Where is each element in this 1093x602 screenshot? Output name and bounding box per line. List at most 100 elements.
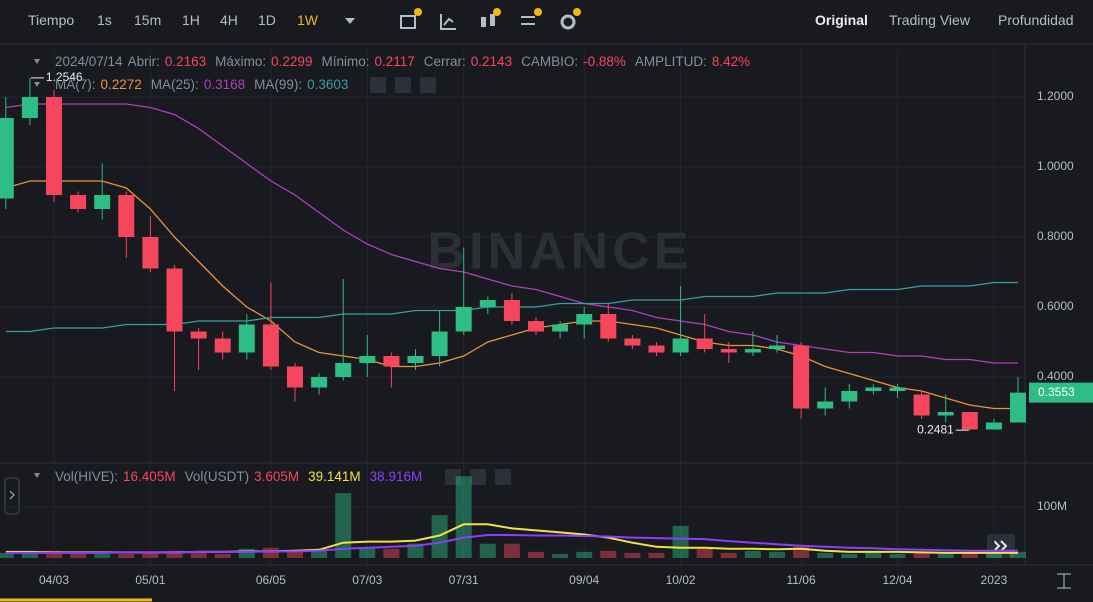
- x-tick-label: 11/06: [787, 573, 816, 587]
- volume-bar: [961, 552, 978, 558]
- eye-button[interactable]: [445, 469, 461, 485]
- watermark: BINANCE: [428, 223, 693, 281]
- eye-button[interactable]: [370, 77, 386, 93]
- candle-body: [262, 324, 279, 367]
- settings-button[interactable]: [395, 77, 411, 93]
- candle-body: [528, 321, 544, 332]
- candle-body: [552, 324, 569, 332]
- volume-bar: [431, 515, 448, 558]
- legend-value: -0.88%: [583, 54, 626, 69]
- volume-bar: [21, 551, 38, 558]
- icon-indicator[interactable]: [400, 15, 416, 29]
- candle-body: [359, 356, 376, 363]
- candle-body: [214, 338, 231, 353]
- candle-body: [985, 422, 1002, 430]
- close-button[interactable]: [420, 77, 436, 93]
- candle-body: [94, 195, 111, 209]
- legend-buttons[interactable]: [370, 77, 511, 485]
- volume-bar: [190, 551, 207, 558]
- candle-body: [576, 314, 593, 325]
- interval-button[interactable]: 1W: [297, 12, 318, 28]
- interval-button[interactable]: 1H: [182, 12, 200, 28]
- candle-body: [648, 345, 665, 353]
- side-panel-toggle[interactable]: [4, 477, 20, 515]
- volume-bar: [913, 551, 930, 558]
- volume-bar: [118, 553, 135, 558]
- volume-bar: [142, 552, 159, 558]
- x-tick-label: 07/31: [449, 573, 479, 587]
- legend-date: 2024/07/14: [55, 54, 123, 69]
- volume-bar: [311, 550, 328, 558]
- candle-body: [479, 300, 496, 307]
- candle-body: [769, 345, 785, 349]
- candle-body: [696, 338, 713, 349]
- volume-bar: [889, 553, 906, 558]
- candle-body: [744, 349, 761, 353]
- icon-dropdown[interactable]: [345, 18, 355, 24]
- volume-bar: [985, 553, 1002, 558]
- ma-value: 0.3603: [307, 77, 349, 92]
- volume-bar: [937, 553, 954, 558]
- ma-name: MA(25):: [150, 77, 199, 92]
- candle-body: [190, 331, 207, 339]
- x-tick-label: 04/03: [39, 573, 69, 587]
- view-tab[interactable]: Profundidad: [998, 12, 1074, 28]
- volume-bar: [696, 548, 713, 558]
- icon-candles[interactable]: [481, 17, 486, 27]
- interval-button[interactable]: 4H: [220, 12, 238, 28]
- legend-label: AMPLITUD:: [634, 54, 707, 69]
- candle-body: [238, 324, 255, 353]
- ohlc-legend: 2024/07/14 Abrir: 0.2163 Máximo: 0.2299 Mínim…: [55, 54, 754, 69]
- candle-body: [166, 268, 183, 332]
- volume-bar: [94, 553, 111, 558]
- y-tick-label: 100M: [1037, 499, 1067, 513]
- interval-button[interactable]: 1s: [97, 12, 112, 28]
- volume-bar: [841, 553, 858, 558]
- legend-label: Mínimo:: [321, 54, 370, 69]
- volume-bar: [600, 550, 617, 558]
- volume-bar: [865, 552, 882, 558]
- candle-body: [287, 366, 303, 388]
- volume-bar: [1010, 551, 1026, 558]
- candle-body: [913, 394, 930, 416]
- volume-bar: [238, 548, 255, 558]
- view-tab[interactable]: Original: [815, 12, 868, 28]
- volume-bar: [287, 551, 303, 558]
- scroll-right-icon: [1000, 540, 1008, 552]
- volume-bar: [672, 525, 689, 558]
- scroll-right-icon: [993, 540, 1001, 552]
- y-tick-label: 1.2000: [1037, 89, 1074, 103]
- volume-bar: [0, 552, 14, 558]
- candle-body: [0, 118, 14, 199]
- collapse-arrow[interactable]: [34, 82, 40, 87]
- icon-gear[interactable]: [560, 14, 576, 30]
- icon-chart[interactable]: [440, 14, 456, 30]
- candle-body: [865, 387, 882, 391]
- volume-bar: [769, 551, 785, 558]
- collapse-arrow[interactable]: [34, 59, 40, 64]
- settings-button[interactable]: [470, 469, 486, 485]
- icon-dot: [573, 8, 581, 16]
- close-button[interactable]: [495, 469, 511, 485]
- candle-body: [407, 356, 424, 363]
- candle-body: [937, 412, 954, 416]
- toolbar-icons[interactable]: [345, 8, 581, 30]
- x-tick-label: 05/01: [135, 573, 165, 587]
- collapse-arrow[interactable]: [34, 473, 40, 478]
- interval-button[interactable]: 15m: [134, 12, 162, 28]
- view-tab[interactable]: Trading View: [889, 12, 970, 28]
- candle-body: [793, 345, 810, 409]
- candle-body: [335, 363, 352, 377]
- legend-label: Máximo:: [215, 54, 267, 69]
- y-tick-label: 0.6000: [1037, 299, 1074, 313]
- icon-chart-line: [443, 17, 454, 26]
- x-tick-label: 2023: [981, 573, 1008, 587]
- candle-body: [1010, 392, 1026, 423]
- candle-body: [431, 331, 448, 356]
- candle-body: [503, 300, 520, 321]
- volume-bar: [455, 476, 472, 558]
- candle-body: [817, 401, 834, 409]
- interval-button[interactable]: 1D: [258, 12, 276, 28]
